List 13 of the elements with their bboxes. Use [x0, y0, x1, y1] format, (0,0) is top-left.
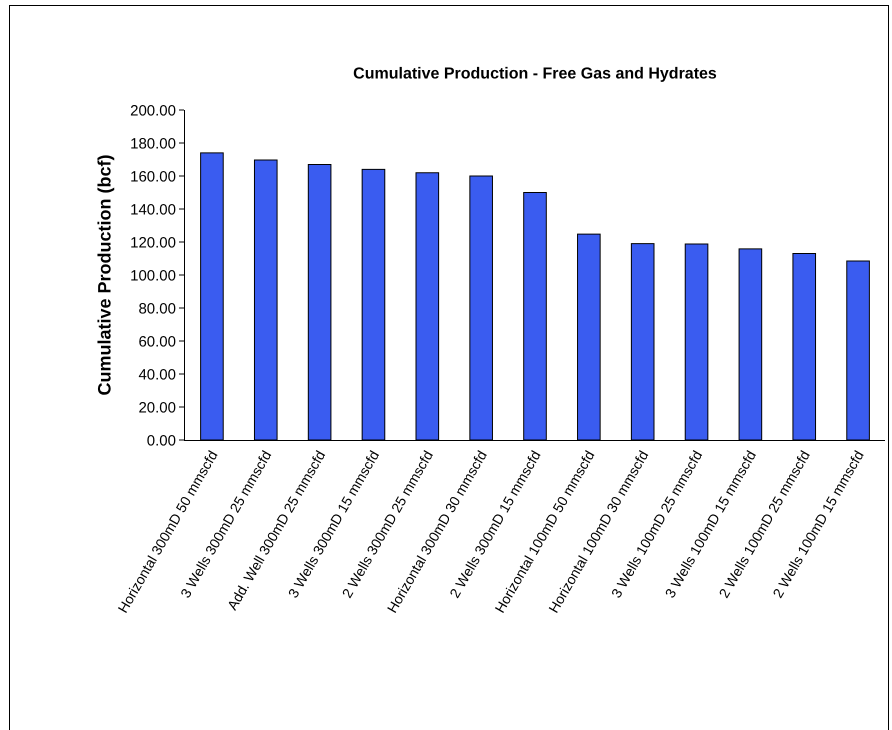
y-tick-label: 120.00: [130, 234, 176, 252]
y-tick-label: 80.00: [138, 300, 176, 318]
y-tick-label: 40.00: [138, 366, 176, 384]
y-axis-title: Cumulative Production (bcf): [94, 154, 114, 396]
y-tick-label: 60.00: [138, 333, 176, 350]
y-tick-label: 160.00: [130, 168, 176, 186]
chart-title: Cumulative Production - Free Gas and Hydrates: [353, 66, 717, 83]
y-tick-label: 200.00: [130, 102, 176, 120]
y-tick-label: 0.00: [146, 432, 176, 450]
y-tick-label: 100.00: [130, 267, 176, 284]
y-tick-label: 180.00: [130, 135, 176, 152]
y-tick-label: 20.00: [138, 399, 176, 416]
y-tick-label: 140.00: [130, 201, 176, 218]
